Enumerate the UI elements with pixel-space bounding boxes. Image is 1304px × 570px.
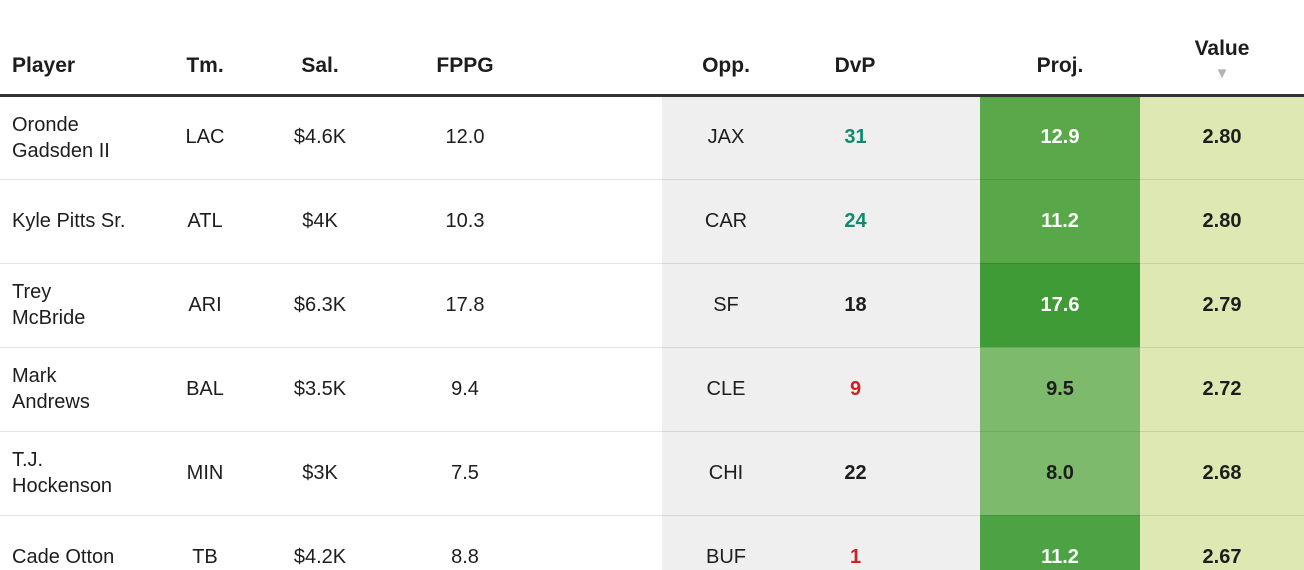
player-name-cell[interactable]: Trey McBride	[0, 263, 150, 348]
player-name-cell[interactable]: Mark Andrews	[0, 347, 150, 432]
salary-cell: $4.6K	[260, 95, 380, 180]
value-cell: 2.80	[1140, 179, 1304, 264]
fppg-cell: 17.8	[380, 263, 550, 348]
spacer-cell	[550, 431, 662, 516]
player-name-cell[interactable]: Oronde Gadsden II	[0, 95, 150, 180]
team-cell: BAL	[150, 347, 260, 432]
proj-cell: 12.9	[980, 95, 1140, 180]
player-name-cell[interactable]: Kyle Pitts Sr.	[0, 179, 150, 264]
proj-cell: 8.0	[980, 431, 1140, 516]
table-row: Oronde Gadsden II LAC $4.6K 12.0 JAX 31 …	[0, 95, 1304, 180]
salary-cell: $3.5K	[260, 347, 380, 432]
column-header-fppg[interactable]: FPPG	[380, 0, 550, 97]
value-cell: 2.80	[1140, 95, 1304, 180]
team-cell: LAC	[150, 95, 260, 180]
column-header-value-label: Value	[1194, 36, 1250, 60]
table-row: T.J. Hockenson MIN $3K 7.5 CHI 22 8.0 2.…	[0, 431, 1304, 516]
salary-cell: $6.3K	[260, 263, 380, 348]
opponent-cell: CAR	[662, 179, 790, 264]
column-header-salary[interactable]: Sal.	[260, 0, 380, 97]
header-row: Player Tm. Sal. FPPG Opp. DvP Proj. Valu…	[0, 0, 1304, 97]
header-spacer	[550, 0, 662, 97]
opponent-cell: SF	[662, 263, 790, 348]
fppg-cell: 7.5	[380, 431, 550, 516]
column-header-projection[interactable]: Proj.	[980, 0, 1140, 97]
opponent-cell: CHI	[662, 431, 790, 516]
salary-cell: $3K	[260, 431, 380, 516]
dvp-cell: 1	[790, 515, 980, 570]
fppg-cell: 10.3	[380, 179, 550, 264]
team-cell: ARI	[150, 263, 260, 348]
value-cell: 2.68	[1140, 431, 1304, 516]
column-header-player[interactable]: Player	[0, 0, 150, 97]
proj-cell: 11.2	[980, 515, 1140, 570]
table-row: Cade Otton TB $4.2K 8.8 BUF 1 11.2 2.67	[0, 515, 1304, 570]
salary-cell: $4K	[260, 179, 380, 264]
sort-desc-icon: ▼	[1214, 64, 1230, 82]
opponent-cell: CLE	[662, 347, 790, 432]
column-header-value[interactable]: Value ▼	[1140, 0, 1304, 97]
salary-cell: $4.2K	[260, 515, 380, 570]
team-cell: ATL	[150, 179, 260, 264]
proj-cell: 9.5	[980, 347, 1140, 432]
column-header-opponent[interactable]: Opp.	[662, 0, 790, 97]
fppg-cell: 12.0	[380, 95, 550, 180]
table-row: Kyle Pitts Sr. ATL $4K 10.3 CAR 24 11.2 …	[0, 179, 1304, 264]
opponent-cell: BUF	[662, 515, 790, 570]
value-cell: 2.67	[1140, 515, 1304, 570]
fppg-cell: 8.8	[380, 515, 550, 570]
dvp-cell: 31	[790, 95, 980, 180]
spacer-cell	[550, 347, 662, 432]
table-row: Trey McBride ARI $6.3K 17.8 SF 18 17.6 2…	[0, 263, 1304, 348]
dvp-cell: 9	[790, 347, 980, 432]
opponent-cell: JAX	[662, 95, 790, 180]
spacer-cell	[550, 263, 662, 348]
spacer-cell	[550, 179, 662, 264]
column-header-dvp[interactable]: DvP	[790, 0, 980, 97]
proj-cell: 17.6	[980, 263, 1140, 348]
player-name-cell[interactable]: Cade Otton	[0, 515, 150, 570]
proj-cell: 11.2	[980, 179, 1140, 264]
team-cell: TB	[150, 515, 260, 570]
dvp-cell: 24	[790, 179, 980, 264]
spacer-cell	[550, 515, 662, 570]
fppg-cell: 9.4	[380, 347, 550, 432]
team-cell: MIN	[150, 431, 260, 516]
table-row: Mark Andrews BAL $3.5K 9.4 CLE 9 9.5 2.7…	[0, 347, 1304, 432]
dvp-cell: 22	[790, 431, 980, 516]
value-cell: 2.79	[1140, 263, 1304, 348]
spacer-cell	[550, 95, 662, 180]
column-header-team[interactable]: Tm.	[150, 0, 260, 97]
player-name-cell[interactable]: T.J. Hockenson	[0, 431, 150, 516]
dvp-cell: 18	[790, 263, 980, 348]
value-cell: 2.72	[1140, 347, 1304, 432]
